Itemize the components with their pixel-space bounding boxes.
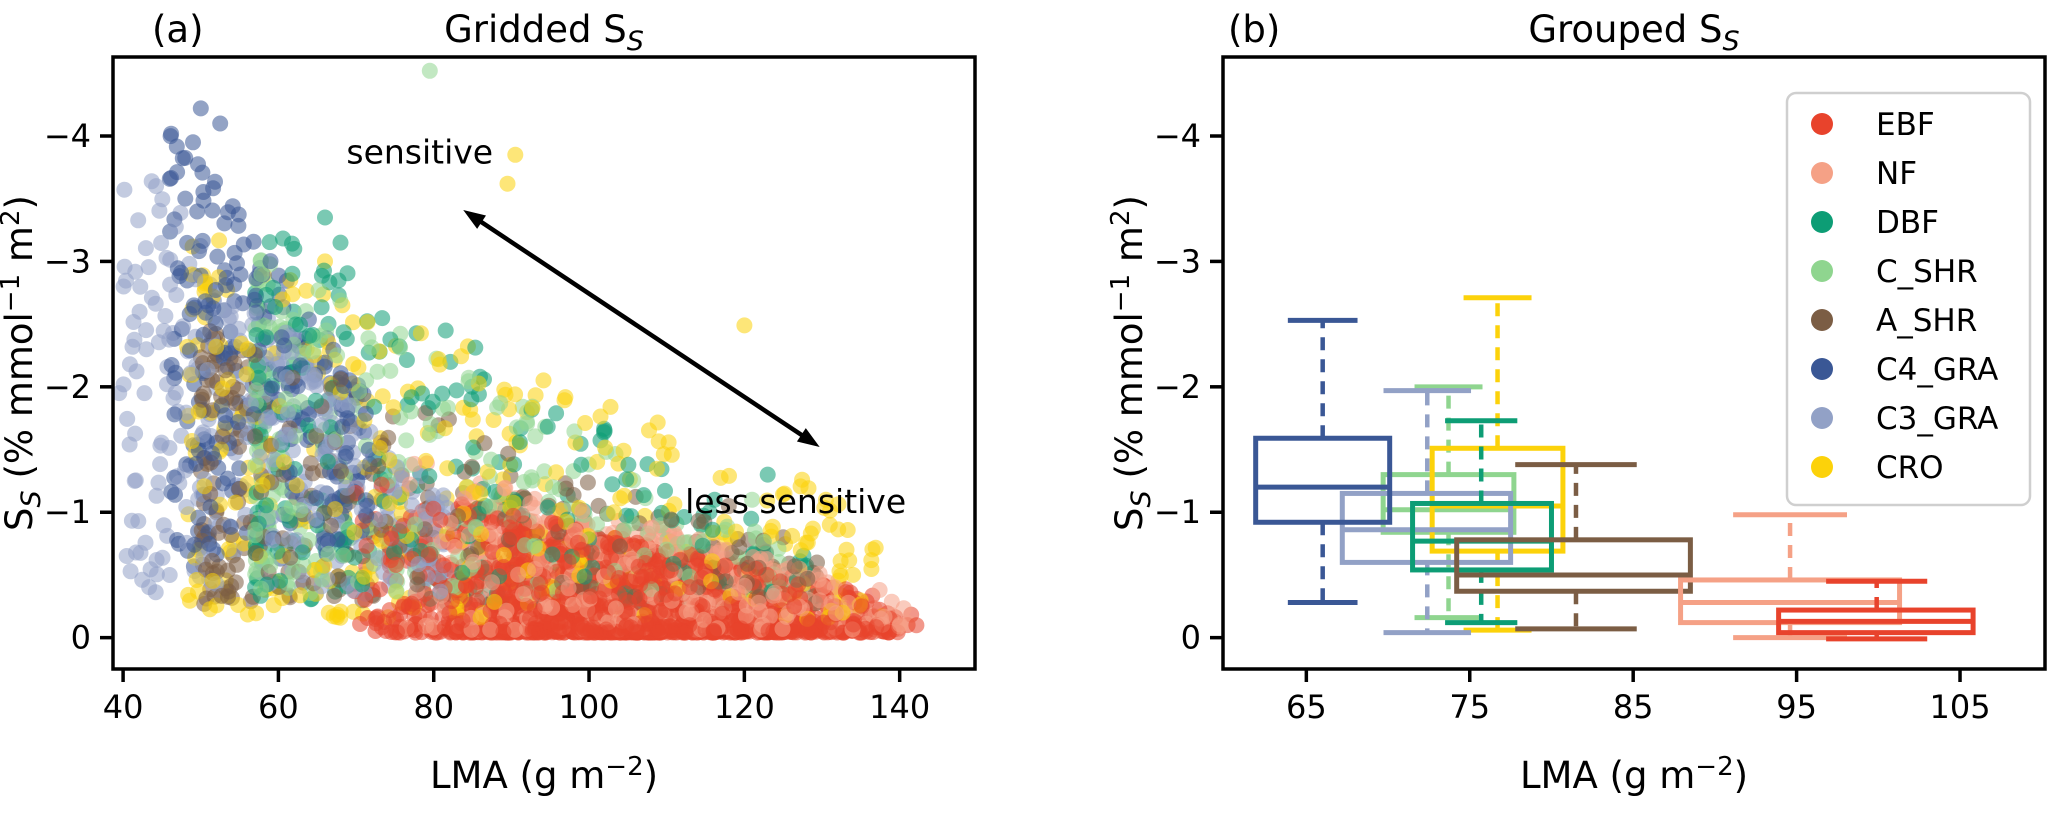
x-tick-label: 140: [869, 688, 930, 726]
legend-marker-C_SHR: [1811, 260, 1833, 282]
x-tick-label: 75: [1449, 688, 1490, 726]
panel-a-letter: (a): [152, 8, 204, 51]
boxplot-C4_GRA: [1253, 317, 1393, 606]
sensitivity-arrow: [463, 210, 820, 448]
legend-label: NF: [1876, 156, 1917, 192]
y-tick-label: −3: [44, 242, 91, 280]
annotation-sensitive: sensitive: [346, 132, 493, 171]
y-tick-label: 0: [1181, 619, 1201, 657]
boxplot-A_SHR: [1454, 462, 1693, 632]
legend-marker-A_SHR: [1811, 309, 1833, 331]
legend-item-C4_GRA: C4_GRA: [1811, 352, 1998, 388]
panel-b-xlabel: LMA (g m−2​): [1520, 752, 1748, 797]
panel-a-scatter-points: [113, 62, 925, 641]
legend-label: CRO: [1876, 450, 1944, 486]
legend-item-A_SHR: A_SHR: [1811, 303, 1977, 339]
legend-marker-C4_GRA: [1811, 358, 1833, 380]
legend-marker-EBF: [1811, 113, 1833, 135]
legend-item-EBF: EBF: [1811, 107, 1935, 143]
boxplot-EBF: [1776, 578, 1976, 642]
y-tick-label: −3: [1154, 242, 1201, 280]
legend-item-C_SHR: C_SHR: [1811, 254, 1978, 290]
x-tick-label: 65: [1286, 688, 1327, 726]
y-tick-label: −1: [44, 493, 91, 531]
x-tick-label: 40: [103, 688, 144, 726]
legend-marker-NF: [1811, 162, 1833, 184]
panel-a-xlabel: LMA (g m−2​): [430, 752, 658, 797]
panel-a-axes: 40 60 80 100 120 140 0 −1 −2 −3 −4 Gridded SS​ (a) LM…: [0, 8, 977, 797]
x-tick-label: 120: [714, 688, 775, 726]
panel-a-y-ticks: 0 −1 −2 −3 −4: [44, 117, 113, 657]
legend: EBF NF DBF C_SHR A_SHR C4_GRA C3_GRA CRO: [1785, 91, 2032, 507]
x-tick-label: 105: [1929, 688, 1990, 726]
x-tick-label: 95: [1776, 688, 1817, 726]
panel-a-x-ticks: 40 60 80 100 120 140: [103, 669, 930, 726]
panel-b-letter: (b): [1228, 8, 1280, 51]
legend-label: C4_GRA: [1876, 352, 1998, 388]
boxplot-C3_GRA: [1339, 388, 1514, 636]
panel-a-ylabel: SS​ (% mmol−1​ m2​): [0, 195, 47, 531]
x-tick-label: 85: [1613, 688, 1654, 726]
panel-b-ylabel: SS​ (% mmol−1​ m2​): [1106, 195, 1157, 531]
panel-b-title: Grouped SS​: [1528, 8, 1739, 57]
y-tick-label: −2: [44, 368, 91, 406]
panel-a-title: Gridded SS​: [444, 8, 644, 57]
y-tick-label: −1: [1154, 493, 1201, 531]
legend-frame: [1785, 91, 2032, 507]
panel-b-boxplots: [1253, 295, 1976, 642]
panel-b-axes: 65 75 85 95 105 0 −1 −2 −3 −4 Grouped SS​ (b) LMA (g…: [1106, 8, 2047, 797]
legend-label: C_SHR: [1876, 254, 1978, 290]
x-tick-label: 100: [559, 688, 620, 726]
annotation-less-sensitive: less sensitive: [685, 482, 906, 521]
y-tick-label: −4: [1154, 117, 1201, 155]
panel-b-y-ticks: 0 −1 −2 −3 −4: [1154, 117, 1223, 657]
x-tick-label: 80: [413, 688, 454, 726]
y-tick-label: −2: [1154, 368, 1201, 406]
y-tick-label: −4: [44, 117, 91, 155]
legend-marker-CRO: [1811, 456, 1833, 478]
legend-item-CRO: CRO: [1811, 450, 1944, 486]
panel-b-x-ticks: 65 75 85 95 105: [1286, 669, 1991, 726]
legend-item-DBF: DBF: [1811, 205, 1939, 241]
legend-item-NF: NF: [1811, 156, 1917, 192]
legend-marker-DBF: [1811, 211, 1833, 233]
legend-label: A_SHR: [1876, 303, 1977, 339]
legend-marker-C3_GRA: [1811, 407, 1833, 429]
x-tick-label: 60: [258, 688, 299, 726]
legend-label: C3_GRA: [1876, 401, 1998, 437]
legend-label: DBF: [1876, 205, 1939, 241]
panel-a-spines: [111, 55, 977, 671]
legend-label: EBF: [1876, 107, 1935, 143]
y-tick-label: 0: [71, 619, 91, 657]
legend-item-C3_GRA: C3_GRA: [1811, 401, 1998, 437]
